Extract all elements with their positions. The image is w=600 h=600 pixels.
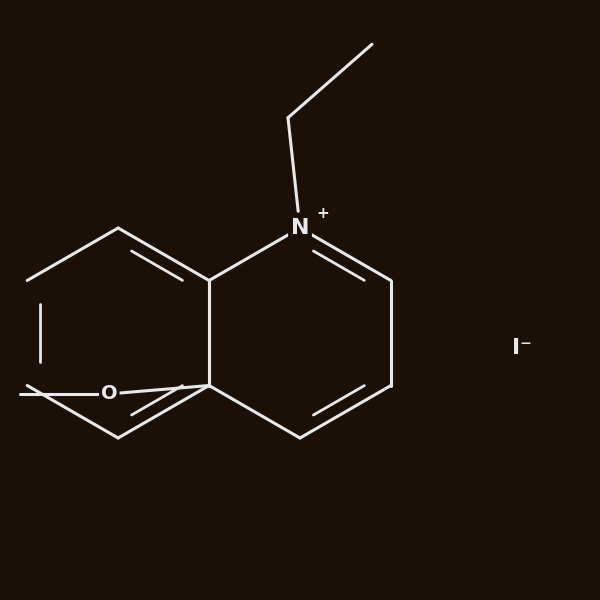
Text: N: N [291, 218, 309, 238]
Text: I⁻: I⁻ [512, 338, 532, 358]
Text: O: O [101, 385, 118, 403]
Text: +: + [316, 205, 329, 220]
